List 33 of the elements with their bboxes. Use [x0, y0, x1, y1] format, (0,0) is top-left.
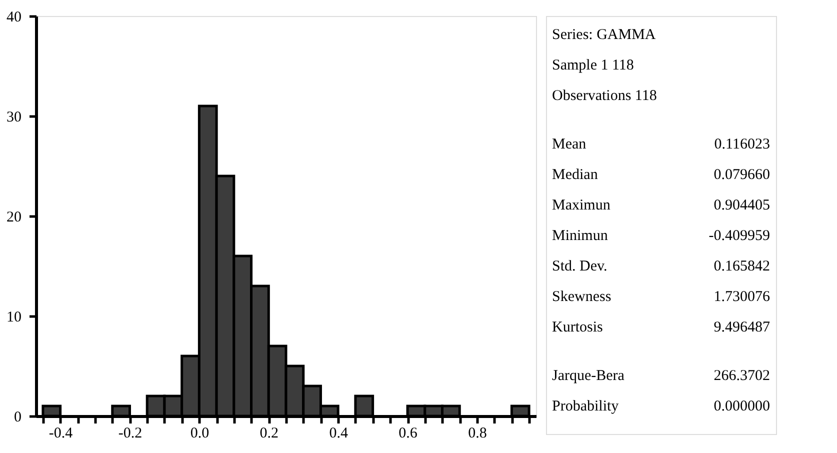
text: 1.730076 — [714, 288, 770, 305]
x-tick-label: 0.4 — [329, 426, 348, 442]
x-tick-label: -0.2 — [118, 426, 142, 442]
category-label: Probability — [552, 398, 620, 414]
x-tick-label: 0.8 — [468, 426, 487, 442]
category-label: Skewness — [552, 288, 612, 305]
x-tick-label: 0.0 — [190, 426, 210, 442]
category-label: Median — [552, 167, 598, 184]
category-label: Std. Dev. — [552, 258, 608, 274]
y-tick-label: 30 — [6, 110, 22, 126]
text: 0.079660 — [714, 167, 770, 184]
category-label: Mean — [552, 136, 587, 153]
text: 266.3702 — [714, 368, 770, 384]
x-tick-label: 0.2 — [260, 426, 279, 442]
category-label: Kurtosis — [552, 319, 603, 336]
category-label: Maximun — [552, 198, 611, 214]
text: Series: GAMMA — [552, 27, 656, 43]
category-label: Jarque-Bera — [552, 368, 625, 384]
text: 0.116023 — [714, 136, 770, 153]
text: 9.496487 — [714, 319, 770, 336]
y-tick-label: 40 — [6, 10, 22, 26]
text: 0.000000 — [714, 398, 770, 414]
x-tick-label: 0.6 — [398, 426, 418, 442]
y-tick-label: 10 — [6, 310, 22, 326]
category-label: Minimun — [552, 228, 608, 244]
x-tick-label: -0.4 — [48, 426, 74, 442]
y-tick-label: 0 — [14, 410, 22, 426]
y-tick-label: 20 — [6, 210, 22, 226]
text: Sample 1 118 — [552, 57, 634, 74]
text: -0.409959 — [708, 228, 770, 244]
text: Observations 118 — [552, 88, 657, 104]
text: 0.904405 — [714, 198, 770, 214]
text: 0.165842 — [714, 258, 770, 274]
